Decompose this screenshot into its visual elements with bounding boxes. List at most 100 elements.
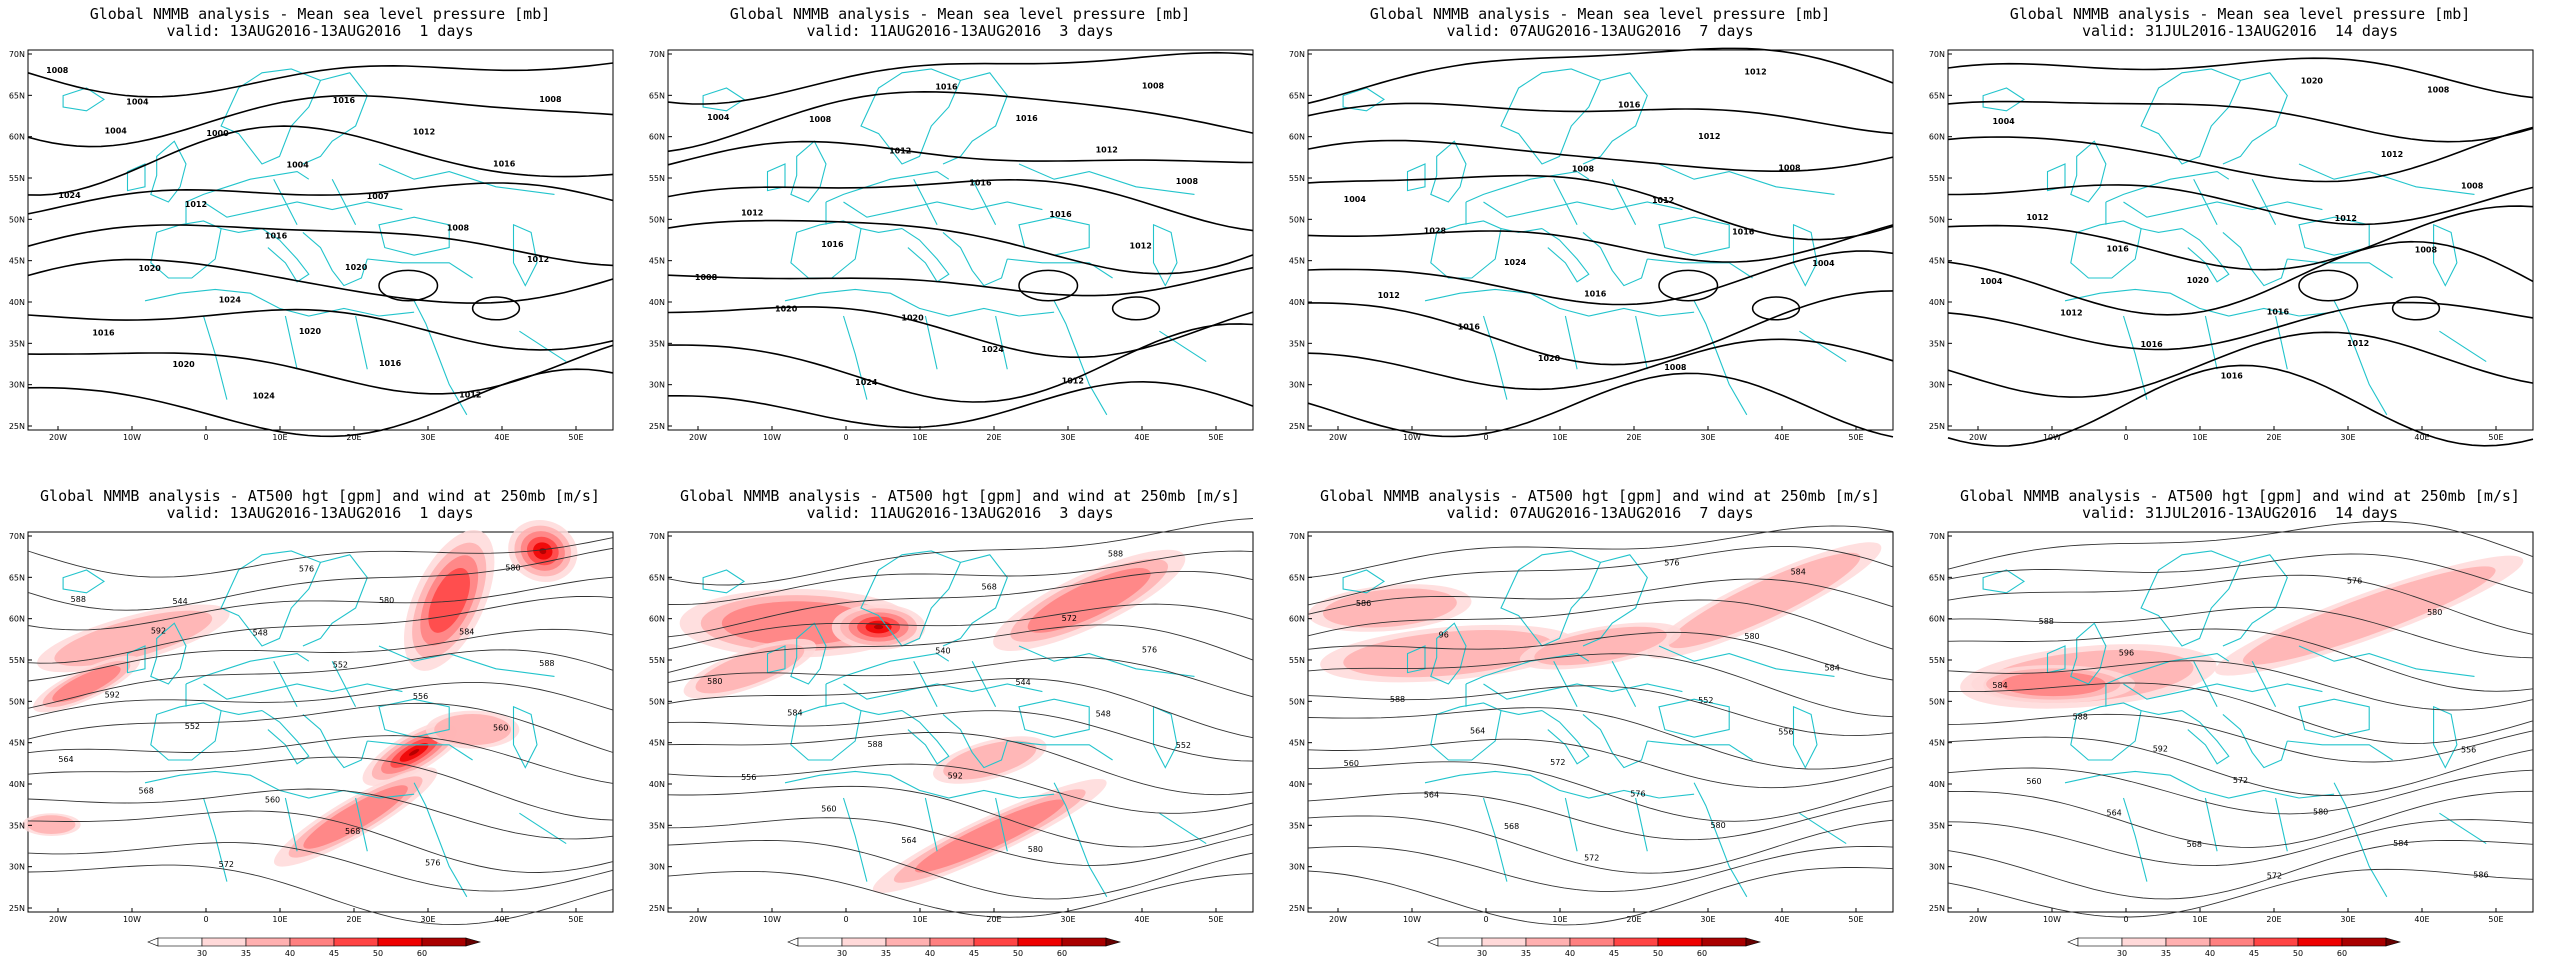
coastline xyxy=(2433,705,2458,769)
height-contour xyxy=(667,785,1254,848)
contour-label: 556 xyxy=(2461,745,2476,754)
panel-valid-date: valid: 11AUG2016-13AUG2016 3 days xyxy=(806,504,1114,522)
coastline xyxy=(512,705,538,769)
lat-tick-label: 60N xyxy=(1929,615,1945,624)
coastline xyxy=(519,330,567,363)
legend-swatch xyxy=(1701,937,1747,947)
contour-label: 580 xyxy=(505,563,520,572)
coastline xyxy=(2123,201,2323,218)
contour-label: 1012 xyxy=(2060,309,2082,318)
lon-tick-label: 20W xyxy=(689,433,707,442)
isobar xyxy=(667,306,1254,358)
lat-tick-label: 30N xyxy=(9,381,25,390)
coastline xyxy=(185,171,310,203)
wind-speed-shading xyxy=(1322,588,1457,628)
lat-tick-label: 55N xyxy=(649,656,665,665)
isobar xyxy=(1947,364,2534,447)
height-contour xyxy=(667,763,1254,814)
lat-tick-label: 25N xyxy=(1289,422,1305,431)
lon-tick-label: 10W xyxy=(123,433,141,442)
contour-label: 1012 xyxy=(185,200,207,209)
lon-tick-label: 10E xyxy=(2192,915,2207,924)
lat-tick-label: 40N xyxy=(649,780,665,789)
lat-tick-label: 55N xyxy=(649,174,665,183)
lat-tick-label: 60N xyxy=(9,615,25,624)
wind-speed-shading xyxy=(52,665,121,703)
panel-title: Global NMMB analysis - Mean sea level pr… xyxy=(729,5,1191,23)
contour-label: 592 xyxy=(948,772,963,781)
coastline xyxy=(2064,770,2335,799)
lon-tick-label: 30E xyxy=(2340,433,2355,442)
contour-label: 572 xyxy=(1062,614,1077,623)
lon-tick-label: 10E xyxy=(912,433,927,442)
hgt-wind-map: 544 548 552 556 560 564 568 572 576 580 584 588 592 5… xyxy=(9,520,614,958)
lon-tick-label: 10E xyxy=(272,915,287,924)
legend-tick-label: 35 xyxy=(881,949,891,958)
height-contour xyxy=(1947,574,2534,635)
lat-tick-label: 50N xyxy=(649,697,665,706)
height-contour xyxy=(27,735,614,784)
lat-tick-label: 50N xyxy=(1929,215,1945,224)
legend-tick-label: 50 xyxy=(373,949,383,958)
contour-label: 560 xyxy=(821,804,836,813)
lon-tick-label: 40E xyxy=(494,915,509,924)
legend-tick-label: 60 xyxy=(417,949,427,958)
coastline xyxy=(2140,68,2242,165)
lon-tick-label: 10E xyxy=(272,433,287,442)
coastline xyxy=(185,653,310,685)
contour-label: 560 xyxy=(2026,777,2041,786)
coastline xyxy=(1582,713,1648,769)
lat-tick-label: 45N xyxy=(649,257,665,266)
coastline xyxy=(1792,705,1818,769)
lon-tick-label: 10W xyxy=(763,433,781,442)
lon-tick-label: 50E xyxy=(2488,433,2503,442)
lat-tick-label: 40N xyxy=(1289,780,1305,789)
contour-label: 1008 xyxy=(1176,177,1199,186)
contour-label: 584 xyxy=(787,709,802,718)
isobar xyxy=(27,258,614,304)
height-contour xyxy=(1947,767,2534,815)
contour-label: 1008 xyxy=(1572,165,1595,174)
legend-swatch xyxy=(1481,937,1527,947)
coastline xyxy=(1658,645,1835,677)
contour-label: 548 xyxy=(1096,710,1111,719)
isobar xyxy=(1947,57,2534,99)
isobar xyxy=(1947,126,2534,183)
lat-tick-label: 70N xyxy=(9,50,25,59)
contour-label: 580 xyxy=(2427,608,2442,617)
contour-label: 564 xyxy=(1470,726,1485,735)
lon-tick-label: 20E xyxy=(346,915,361,924)
lon-tick-label: 20E xyxy=(346,433,361,442)
lon-tick-label: 20E xyxy=(1626,915,1641,924)
coastline xyxy=(702,569,746,594)
contour-label: 1016 xyxy=(1015,114,1038,123)
contour-label: 1020 xyxy=(775,304,798,313)
mslp-panel-7: Global NMMB analysis - Mean sea level pr… xyxy=(1280,0,1920,480)
lat-tick-label: 65N xyxy=(1289,91,1305,100)
panel-title: Global NMMB analysis - Mean sea level pr… xyxy=(1369,5,1831,23)
legend-tick-label: 30 xyxy=(1477,949,1487,958)
contour-label: 580 xyxy=(379,596,394,605)
lat-tick-label: 65N xyxy=(1289,573,1305,582)
contour-label: 568 xyxy=(139,786,154,795)
contour-label: 572 xyxy=(1550,758,1565,767)
lon-tick-label: 30E xyxy=(1700,915,1715,924)
panel-valid-date: valid: 11AUG2016-13AUG2016 3 days xyxy=(806,22,1114,40)
height-contour xyxy=(1307,846,1894,892)
lat-tick-label: 35N xyxy=(1289,821,1305,830)
contour-label: 1024 xyxy=(982,345,1005,354)
legend-swatch xyxy=(333,937,379,947)
coastline xyxy=(2298,645,2475,677)
coastline xyxy=(2122,315,2288,400)
contour-label: 1016 xyxy=(969,178,992,187)
contour-label: 1008 xyxy=(2427,86,2450,95)
lon-tick-label: 0 xyxy=(1483,915,1488,924)
coastline xyxy=(2181,710,2230,765)
contour-label: 1004 xyxy=(287,160,310,169)
contour-label: 1016 xyxy=(935,83,958,92)
coastline xyxy=(784,770,1055,799)
isobar xyxy=(27,94,614,148)
isobar xyxy=(1307,250,1894,306)
wind-speed-shading xyxy=(2000,671,2106,697)
coastline xyxy=(1152,705,1178,769)
